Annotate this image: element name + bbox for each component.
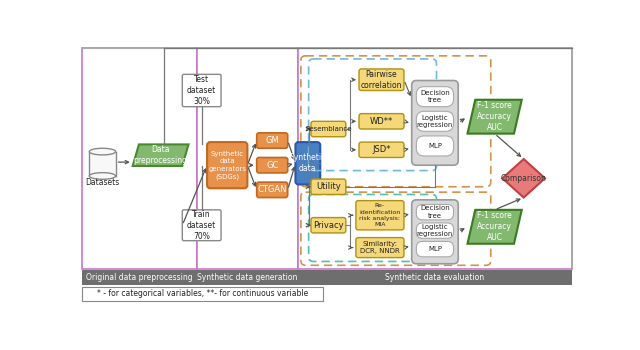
Polygon shape [467,100,522,134]
FancyBboxPatch shape [257,133,288,148]
Text: Utility: Utility [316,182,340,191]
Text: * - for categorical variables, **- for continuous variable: * - for categorical variables, **- for c… [97,289,308,298]
FancyBboxPatch shape [412,80,458,165]
Text: Re-
identification
risk analysis:
MIA: Re- identification risk analysis: MIA [359,203,401,227]
FancyBboxPatch shape [417,241,454,257]
Ellipse shape [90,173,116,179]
FancyBboxPatch shape [311,218,346,233]
FancyBboxPatch shape [311,121,346,137]
Bar [83,270,197,285]
Text: Logistic
regression: Logistic regression [417,224,453,237]
Text: MLP: MLP [428,246,442,252]
Text: Synthetic
data
generators
(SDGs): Synthetic data generators (SDGs) [208,151,246,180]
FancyBboxPatch shape [359,142,404,158]
Text: GM: GM [266,136,279,145]
Text: Resemblance: Resemblance [305,126,351,132]
FancyBboxPatch shape [182,210,221,241]
FancyBboxPatch shape [417,223,454,238]
Text: MLP: MLP [428,143,442,149]
FancyBboxPatch shape [296,142,320,184]
Text: Logistic
regression: Logistic regression [417,114,453,128]
FancyBboxPatch shape [356,238,404,258]
Text: Datasets: Datasets [85,178,120,187]
FancyBboxPatch shape [356,201,404,230]
Text: JSD*: JSD* [372,145,391,154]
Text: Similarity:
DCR, NNDR: Similarity: DCR, NNDR [360,241,400,254]
Text: Comparison: Comparison [500,174,547,183]
FancyBboxPatch shape [359,114,404,129]
Bar [298,48,572,269]
Text: Test
dataset
30%: Test dataset 30% [187,75,216,106]
FancyBboxPatch shape [207,142,248,188]
Text: Pairwise
correlation: Pairwise correlation [361,70,402,90]
FancyBboxPatch shape [182,74,221,107]
Bar [90,152,116,176]
Text: Decision
tree: Decision tree [420,205,450,219]
FancyBboxPatch shape [417,87,454,107]
FancyBboxPatch shape [257,158,288,173]
Text: Decision
tree: Decision tree [420,90,450,103]
Text: Privacy: Privacy [313,221,344,230]
Text: Synthetic data evaluation: Synthetic data evaluation [385,273,484,282]
Text: Data
preprocessing: Data preprocessing [134,145,188,165]
Polygon shape [467,210,522,244]
Bar [197,48,298,269]
Text: CTGAN: CTGAN [257,186,287,194]
FancyBboxPatch shape [417,136,454,156]
Text: F-1 score
Accuracy
AUC: F-1 score Accuracy AUC [477,101,512,132]
Bar [83,48,197,269]
FancyBboxPatch shape [417,204,454,220]
FancyBboxPatch shape [257,182,288,197]
Text: Train
dataset
70%: Train dataset 70% [187,210,216,241]
FancyBboxPatch shape [359,69,404,91]
FancyBboxPatch shape [311,179,346,195]
Bar [197,270,298,285]
FancyBboxPatch shape [412,200,458,264]
FancyBboxPatch shape [417,111,454,131]
Ellipse shape [90,148,116,155]
Polygon shape [132,145,189,166]
Text: Synthetic
data: Synthetic data [290,153,326,173]
Bar [298,270,572,285]
Text: GC: GC [266,161,278,170]
Text: WD**: WD** [370,117,393,126]
Polygon shape [502,159,545,197]
Text: Original data preprocessing: Original data preprocessing [86,273,193,282]
Text: F-1 score
Accuracy
AUC: F-1 score Accuracy AUC [477,211,512,243]
Text: Synthetic data generation: Synthetic data generation [197,273,298,282]
Bar [83,287,323,301]
